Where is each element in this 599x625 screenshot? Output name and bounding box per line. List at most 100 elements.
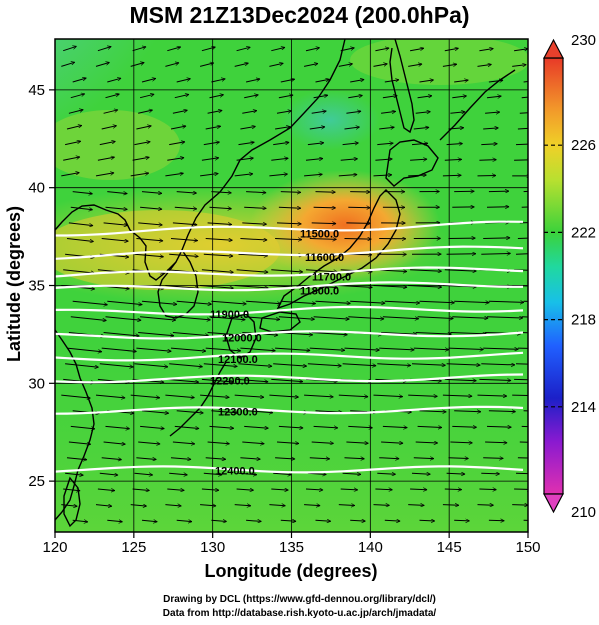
wind-vector <box>488 411 516 412</box>
y-axis: 25 30 35 40 45 <box>28 82 55 490</box>
wind-vector <box>165 394 194 398</box>
wind-vector <box>203 473 222 475</box>
wind-vector <box>200 505 216 506</box>
wind-vector <box>141 410 169 414</box>
wind-vector <box>63 269 94 273</box>
wind-vector <box>313 95 328 99</box>
wind-vector <box>384 520 400 521</box>
wind-vector <box>338 64 353 67</box>
x-tick-label: 145 <box>437 539 462 556</box>
wind-vector <box>275 458 295 459</box>
wind-vector <box>176 79 191 83</box>
wind-vector <box>207 223 232 225</box>
wind-vector <box>305 159 323 161</box>
wind-vector <box>382 96 397 99</box>
wind-vector <box>101 347 137 351</box>
wind-vector <box>211 300 246 304</box>
wind-vector <box>448 128 464 129</box>
wind-vector <box>201 158 219 161</box>
wind-vector <box>373 286 408 288</box>
wind-vector <box>514 378 528 381</box>
wind-vector <box>523 81 528 83</box>
wind-vector <box>68 441 91 444</box>
wind-vector <box>134 253 164 257</box>
wind-vector <box>375 159 392 160</box>
wind-vector <box>382 426 407 427</box>
wind-vector <box>411 473 430 474</box>
wind-vector <box>240 347 275 351</box>
wind-vector <box>413 127 429 129</box>
wind-vector <box>309 458 330 459</box>
wind-vector <box>134 142 151 146</box>
wind-vector <box>275 239 302 240</box>
wind-vector <box>483 128 498 129</box>
wind-vector <box>377 143 393 145</box>
wind-vector <box>95 505 112 507</box>
height-contour-label: 11800.0 <box>300 285 339 297</box>
wind-vector <box>72 300 108 305</box>
wind-vector <box>309 127 325 130</box>
wind-vector <box>103 332 140 337</box>
wind-vector <box>307 473 326 474</box>
wind-vector <box>344 127 360 129</box>
wind-vector <box>103 441 126 444</box>
wind-vector <box>348 316 384 319</box>
wind-vector <box>201 489 219 490</box>
wind-vector <box>107 78 121 83</box>
wind-vector <box>271 158 288 161</box>
wind-vector <box>514 49 528 51</box>
wind-vector <box>167 158 184 161</box>
wind-vector <box>211 520 226 521</box>
height-contour-label: 12300.0 <box>218 407 258 419</box>
wind-vector <box>209 316 246 320</box>
wind-vector <box>201 378 234 382</box>
wind-vector <box>244 316 280 320</box>
wind-vector <box>481 473 499 474</box>
wind-vector <box>234 285 269 289</box>
wind-vector <box>240 458 260 460</box>
wind-vector <box>373 505 390 506</box>
wind-vector <box>176 300 212 304</box>
wind-vector <box>61 173 79 177</box>
wind-vector <box>313 207 336 208</box>
wind-vector <box>303 64 318 67</box>
wind-vector <box>408 175 426 176</box>
wind-vector <box>346 223 370 224</box>
wind-vector <box>373 64 388 67</box>
wind-vector <box>408 64 422 67</box>
colorbar-top-arrow <box>543 38 564 59</box>
wind-vector <box>512 505 528 506</box>
wind-vector <box>278 316 315 320</box>
wind-vector <box>444 270 477 271</box>
wind-vector <box>132 47 147 52</box>
wind-vector <box>72 520 88 522</box>
wind-vector <box>70 425 95 429</box>
wind-vector <box>417 316 454 319</box>
wind-vector <box>107 191 127 194</box>
wind-vector <box>410 48 424 52</box>
wind-vector <box>307 363 342 366</box>
wind-vector <box>415 333 452 335</box>
wind-vector <box>172 332 209 336</box>
wind-vector <box>103 110 118 114</box>
wind-vector <box>236 47 251 52</box>
wind-vector <box>97 489 115 491</box>
height-contour-line <box>55 465 524 474</box>
height-contour-label: 12200.0 <box>210 375 250 387</box>
wind-vector <box>446 254 476 255</box>
wind-vector <box>307 143 324 145</box>
wind-vector <box>136 347 171 351</box>
wind-vector <box>203 253 233 256</box>
wind-vector <box>176 520 192 521</box>
wind-vector <box>280 300 316 303</box>
wind-vector <box>311 442 334 443</box>
wind-vector <box>141 78 156 83</box>
wind-vector <box>269 505 285 506</box>
wind-vector <box>454 411 481 412</box>
wind-vector <box>446 473 466 474</box>
wind-vector <box>70 316 107 321</box>
x-tick-label: 140 <box>358 539 383 556</box>
wind-vector <box>95 173 114 177</box>
wind-vector <box>417 426 442 427</box>
wind-vector <box>350 520 365 521</box>
